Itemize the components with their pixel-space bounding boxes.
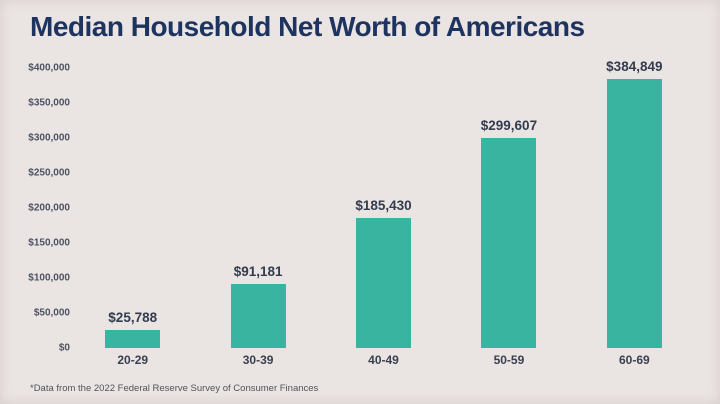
x-axis-label: 30-39 — [242, 353, 274, 367]
footnote: *Data from the 2022 Federal Reserve Surv… — [30, 383, 319, 394]
bar-group: $299,607 50-59 — [446, 68, 571, 373]
bar-60-69: $384,849 — [606, 59, 662, 348]
y-axis-tick: $300,000 — [28, 132, 70, 144]
y-axis-tick: $50,000 — [33, 307, 70, 319]
bar-40-49: $185,430 — [355, 198, 412, 348]
y-axis: $400,000 $350,000 $300,000 $250,000 $200,000… — [25, 63, 70, 354]
x-axis-label: 50-59 — [493, 353, 525, 367]
bar-chart: $400,000 $350,000 $300,000 $250,000 $200,000… — [25, 59, 697, 373]
bar-value-label: $384,849 — [606, 59, 663, 74]
y-axis-tick: $200,000 — [28, 202, 70, 214]
bar-group: $91,181 30-39 — [195, 68, 320, 373]
bar-value-label: $25,788 — [108, 310, 158, 325]
bar-slot: $299,607 — [446, 68, 571, 348]
x-axis-label: 20-29 — [117, 353, 149, 367]
bar-30-39: $91,181 — [230, 264, 286, 348]
bar-group: $185,430 40-49 — [321, 68, 446, 373]
bar-group: $384,849 60-69 — [572, 59, 697, 373]
bar-value-label: $185,430 — [355, 198, 412, 213]
bar-slot: $185,430 — [321, 68, 446, 348]
y-axis-tick: $150,000 — [28, 237, 70, 249]
y-axis-tick: $400,000 — [28, 62, 70, 74]
bar-value-label: $91,181 — [233, 264, 283, 279]
y-axis-tick: $350,000 — [28, 97, 70, 109]
bar-slot: $384,849 — [572, 59, 697, 348]
y-axis-tick: $0 — [58, 342, 70, 354]
bar-slot: $25,788 — [70, 68, 195, 348]
bar-slot: $91,181 — [195, 68, 320, 348]
bar-group: $25,788 20-29 — [70, 68, 195, 373]
y-axis-tick: $100,000 — [28, 272, 70, 284]
y-axis-tick: $250,000 — [28, 167, 70, 179]
chart-title: Median Household Net Worth of Americans — [30, 11, 585, 42]
bar-50-59: $299,607 — [481, 118, 537, 348]
plot-area: $25,788 20-29 $91,181 30-39 $185,430 40-49 $29… — [70, 59, 697, 373]
bar-20-29: $25,788 — [105, 310, 161, 348]
x-axis-label: 60-69 — [618, 353, 650, 367]
bar-value-label: $299,607 — [480, 118, 538, 133]
x-axis-label: 40-49 — [368, 353, 399, 367]
